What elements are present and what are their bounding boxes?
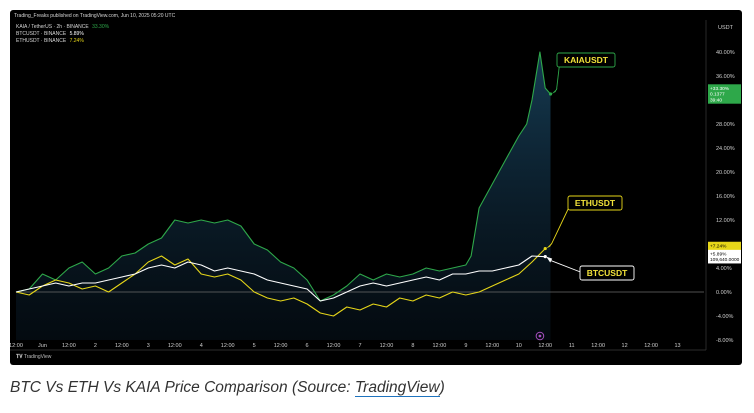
x-tick-label: 5: [253, 343, 256, 349]
legend-change: 7.24%: [69, 38, 84, 44]
annotation-label-btcusdt: BTCUSDT: [587, 268, 628, 278]
annotation-leader: [551, 260, 584, 274]
annotation-label-ethusdt: ETHUSDT: [575, 198, 616, 208]
x-tick-label: 12:00: [327, 343, 341, 349]
x-tick-label: 8: [411, 343, 414, 349]
x-tick-label: 12:00: [380, 343, 394, 349]
y-tick-label: -8.00%: [716, 338, 734, 344]
legend-item-eth[interactable]: ETHUSDT · BINANCE 7.24%: [16, 38, 84, 44]
chart-card: USDT40.00%36.00%32.00%28.00%24.00%20.00%…: [10, 10, 742, 365]
y-tick-label: 12.00%: [716, 218, 735, 224]
y-tick-label: 0.00%: [716, 290, 732, 296]
price-label-btcusdt: [708, 249, 741, 264]
legend-change: 5.89%: [69, 31, 84, 37]
x-tick-label: 4: [200, 343, 203, 349]
x-tick-label: 3: [147, 343, 150, 349]
figure-caption: BTC Vs ETH Vs KAIA Price Comparison (Sou…: [10, 379, 445, 397]
annotation-arrow: [546, 256, 553, 263]
y-tick-label: 28.00%: [716, 122, 735, 128]
x-tick-label: 7: [358, 343, 361, 349]
kaia-area-fill: [16, 52, 551, 340]
publisher-line: Trading_Freaks published on TradingView.…: [14, 13, 176, 19]
y-tick-label: 40.00%: [716, 50, 735, 56]
x-tick-label: 12: [622, 343, 628, 349]
series-line-ethusdt[interactable]: [15, 248, 546, 317]
event-marker-icon[interactable]: [535, 331, 545, 341]
x-tick-label: 10: [516, 343, 522, 349]
caption-text: BTC Vs ETH Vs KAIA Price Comparison (Sou…: [10, 379, 355, 396]
brand-label: TradingView: [23, 354, 52, 360]
source-link[interactable]: TradingView: [354, 379, 440, 397]
annotation-leader: [550, 202, 572, 245]
series-line-kaiausdt[interactable]: [15, 51, 551, 302]
y-tick-label: 36.00%: [716, 74, 735, 80]
y-tick-label: 4.00%: [716, 266, 732, 272]
annotation-box[interactable]: [556, 52, 616, 68]
x-tick-label: 9: [464, 343, 467, 349]
caption-end: ): [439, 379, 445, 396]
x-tick-label: 12:00: [485, 343, 499, 349]
tradingview-logo-icon: 𝐓𝐕: [16, 354, 23, 360]
x-tick-label: 12:00: [10, 343, 23, 349]
price-label-text: 0.1377: [710, 92, 725, 98]
series-line-btcusdt[interactable]: [15, 255, 546, 302]
x-tick-label: 12:00: [274, 343, 288, 349]
price-label-text: 109,640.0000: [710, 257, 740, 263]
x-tick-label: Jun: [38, 343, 47, 349]
legend-item-kaia[interactable]: KAIA / TetherUS · 2h · BINANCE 33.30%: [16, 24, 109, 30]
legend-name: ETHUSDT · BINANCE: [16, 38, 67, 44]
y-tick-label: 20.00%: [716, 170, 735, 176]
annotation-arrow: [546, 242, 553, 249]
x-tick-label: 12:00: [115, 343, 129, 349]
x-tick-label: 12:00: [433, 343, 447, 349]
x-tick-label: 2: [94, 343, 97, 349]
tradingview-brand[interactable]: 𝐓𝐕 TradingView: [16, 354, 51, 360]
x-tick-label: 11: [569, 343, 575, 349]
price-label-text: 39:40: [710, 97, 722, 103]
series-endpoint-btcusdt: [543, 255, 547, 259]
legend-name: BTCUSDT · BINANCE: [16, 31, 67, 37]
price-label-text: +7.24%: [710, 243, 727, 249]
x-tick-label: 12:00: [62, 343, 76, 349]
x-tick-label: 12:00: [538, 343, 552, 349]
y-axis-unit: USDT: [718, 25, 734, 31]
event-marker-dot: [538, 334, 542, 338]
price-label-text: +33.30%: [710, 86, 730, 92]
x-tick-label: 12:00: [221, 343, 235, 349]
x-tick-label: 12:00: [168, 343, 182, 349]
series-endpoint-kaiausdt: [548, 92, 553, 96]
price-label-text: +5.89%: [710, 251, 727, 257]
price-label-kaiausdt: [708, 84, 741, 104]
legend-item-btc[interactable]: BTCUSDT · BINANCE 5.89%: [16, 31, 84, 37]
legend-name: KAIA / TetherUS · 2h · BINANCE: [16, 24, 89, 30]
chart-canvas[interactable]: USDT40.00%36.00%32.00%28.00%24.00%20.00%…: [10, 10, 742, 365]
x-tick-label: 12:00: [644, 343, 658, 349]
x-tick-label: 6: [306, 343, 309, 349]
annotation-box[interactable]: [579, 265, 635, 281]
x-tick-label: 12:00: [591, 343, 605, 349]
x-tick-label: 13: [674, 343, 680, 349]
y-tick-label: 16.00%: [716, 194, 735, 200]
annotation-label-kaiausdt: KAIAUSDT: [564, 55, 609, 65]
series-endpoint-ethusdt: [543, 246, 547, 251]
legend-change: 33.30%: [92, 24, 110, 30]
y-tick-label: 24.00%: [716, 146, 735, 152]
y-tick-label: -4.00%: [716, 314, 734, 320]
annotation-box[interactable]: [567, 195, 623, 211]
annotation-arrow: [551, 88, 558, 94]
